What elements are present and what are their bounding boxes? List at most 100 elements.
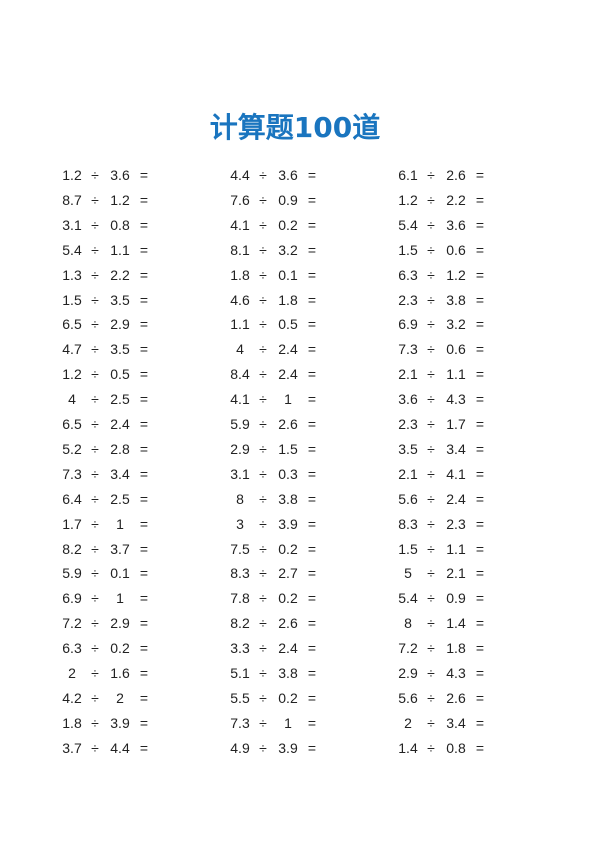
- dividend: 6.4: [62, 490, 82, 507]
- operator: ÷: [259, 366, 267, 383]
- operator: ÷: [259, 391, 267, 408]
- divisor: 3.5: [110, 291, 130, 308]
- dividend: 3.1: [230, 465, 250, 482]
- divisor: 0.5: [110, 366, 130, 383]
- operator: ÷: [91, 366, 99, 383]
- equals-sign: =: [139, 167, 149, 183]
- dividend: 6.1: [398, 167, 418, 183]
- operator: ÷: [91, 391, 99, 408]
- dividend: 1.2: [398, 191, 418, 208]
- equals-sign: =: [307, 515, 317, 532]
- equals-sign: =: [307, 391, 317, 408]
- equals-sign: =: [475, 341, 485, 358]
- operator: ÷: [259, 341, 267, 358]
- divisor: 3.4: [446, 714, 466, 731]
- divisor: 1.2: [446, 266, 466, 283]
- divisor: 2.4: [110, 416, 130, 432]
- equals-sign: =: [307, 540, 317, 557]
- equals-sign: =: [307, 465, 317, 482]
- operator: ÷: [259, 291, 267, 308]
- operator: ÷: [91, 416, 99, 432]
- operator: ÷: [427, 590, 435, 607]
- dividend: 2.1: [398, 465, 418, 482]
- dividend: 8.3: [398, 515, 418, 532]
- divisor: 2.4: [278, 640, 298, 657]
- operator: ÷: [427, 191, 435, 208]
- equals-sign: =: [307, 590, 317, 607]
- dividend: 8.2: [62, 540, 82, 557]
- equals-sign: =: [139, 689, 149, 706]
- operator: ÷: [91, 590, 99, 607]
- operator: ÷: [259, 590, 267, 607]
- dividend: 8: [236, 490, 244, 507]
- dividend: 6.5: [62, 316, 82, 333]
- dividend: 1.2: [62, 366, 82, 383]
- operator: ÷: [427, 391, 435, 408]
- equals-sign: =: [139, 615, 149, 632]
- operator: ÷: [91, 465, 99, 482]
- dividend: 5.4: [398, 216, 418, 233]
- operator: ÷: [91, 341, 99, 358]
- dividend: 5.2: [62, 440, 82, 457]
- divisor: 0.1: [110, 565, 130, 582]
- dividend: 4.2: [62, 689, 82, 706]
- operator: ÷: [427, 515, 435, 532]
- operator: ÷: [91, 640, 99, 657]
- divisor: 3.4: [446, 440, 466, 457]
- dividend: 3.1: [62, 216, 82, 233]
- divisor: 2.9: [110, 316, 130, 333]
- divisor: 2.8: [110, 440, 130, 457]
- equals-sign: =: [475, 689, 485, 706]
- operator: ÷: [259, 416, 267, 432]
- divisor: 3.4: [110, 465, 130, 482]
- dividend: 4.1: [230, 216, 250, 233]
- operator: ÷: [259, 665, 267, 681]
- equals-sign: =: [475, 565, 485, 582]
- equals-sign: =: [307, 440, 317, 457]
- equals-sign: =: [475, 515, 485, 532]
- dividend: 1.8: [62, 714, 82, 731]
- operator: ÷: [259, 565, 267, 582]
- divisor: 0.2: [110, 640, 130, 657]
- equals-sign: =: [139, 565, 149, 582]
- divisor: 3.8: [278, 665, 298, 681]
- divisor: 3.6: [446, 216, 466, 233]
- dividend: 8.1: [230, 241, 250, 258]
- equals-sign: =: [307, 191, 317, 208]
- equals-sign: =: [139, 341, 149, 358]
- equals-sign: =: [307, 167, 317, 183]
- divisor: 2.4: [446, 490, 466, 507]
- operator: ÷: [427, 739, 435, 756]
- divisor: 2.6: [278, 416, 298, 432]
- equals-sign: =: [139, 490, 149, 507]
- divisor: 1.8: [446, 640, 466, 657]
- dividend: 8: [404, 615, 412, 632]
- dividend: 5.6: [398, 490, 418, 507]
- dividend: 1.7: [62, 515, 82, 532]
- equals-sign: =: [475, 316, 485, 333]
- dividend: 5.6: [398, 689, 418, 706]
- divisor: 1: [284, 714, 292, 731]
- divisor: 1: [284, 391, 292, 408]
- operator: ÷: [91, 316, 99, 333]
- operator: ÷: [91, 565, 99, 582]
- equals-sign: =: [475, 739, 485, 756]
- dividend: 8.7: [62, 191, 82, 208]
- equals-sign: =: [475, 366, 485, 383]
- operator: ÷: [427, 416, 435, 432]
- divisor: 0.3: [278, 465, 298, 482]
- divisor: 1.1: [446, 540, 466, 557]
- equals-sign: =: [139, 640, 149, 657]
- divisor: 2.5: [110, 391, 130, 408]
- operator: ÷: [91, 515, 99, 532]
- divisor: 1.6: [110, 665, 130, 681]
- equals-sign: =: [307, 266, 317, 283]
- operator: ÷: [427, 366, 435, 383]
- equals-sign: =: [307, 714, 317, 731]
- operator: ÷: [427, 565, 435, 582]
- dividend: 7.8: [230, 590, 250, 607]
- divisor: 4.3: [446, 665, 466, 681]
- dividend: 6.3: [398, 266, 418, 283]
- dividend: 7.2: [398, 640, 418, 657]
- equals-sign: =: [139, 590, 149, 607]
